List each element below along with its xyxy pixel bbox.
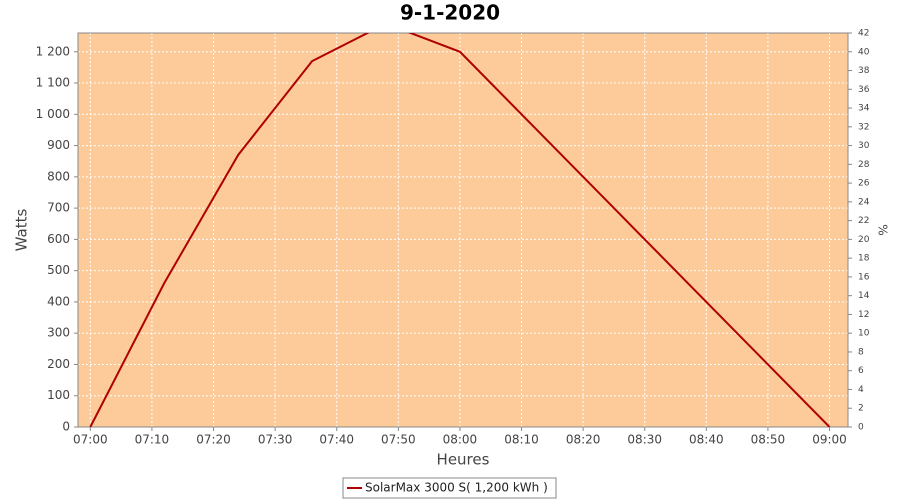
y-tick-label: 600	[47, 232, 70, 246]
plot-border	[77, 32, 849, 428]
y2-tick-label: 20	[858, 235, 870, 245]
x-tick-label: 07:40	[319, 433, 354, 447]
y-tick-label: 700	[47, 201, 70, 215]
y-tick-label: 800	[47, 169, 70, 183]
y2-tick-label: 16	[858, 272, 870, 282]
x-tick-label: 08:50	[751, 433, 786, 447]
y2-tick-label: 4	[858, 385, 864, 395]
x-axis-label: Heures	[437, 451, 490, 469]
legend	[342, 477, 557, 499]
series-line	[89, 33, 831, 427]
y-tick-label: 200	[47, 357, 70, 371]
y-tick-label: 500	[47, 263, 70, 277]
y2-tick-label: 8	[858, 347, 864, 357]
y2-tick-label: 2	[858, 404, 864, 414]
y2-tick-label: 30	[858, 141, 870, 151]
y2-tick-label: 6	[858, 366, 864, 376]
x-tick-label: 08:40	[689, 433, 724, 447]
y2-tick-label: 22	[858, 216, 869, 226]
x-tick-label: 07:10	[135, 433, 170, 447]
y-tick-label: 0	[62, 420, 70, 434]
y2-tick-label: 12	[858, 310, 869, 320]
x-tick-label: 08:00	[443, 433, 478, 447]
y2-tick-label: 32	[858, 122, 869, 132]
y2-tick-label: 26	[858, 179, 870, 189]
plot-area	[78, 33, 848, 427]
y2-tick-label: 14	[858, 291, 870, 301]
x-tick-label: 08:30	[627, 433, 662, 447]
y2-tick-label: 36	[858, 85, 870, 95]
y-tick-label: 400	[47, 294, 70, 308]
x-tick-label: 07:50	[381, 433, 416, 447]
legend-label: SolarMax 3000 S( 1,200 kWh )	[365, 481, 548, 495]
chart-title: 9-1-2020	[400, 1, 500, 25]
y2-tick-label: 40	[858, 47, 870, 57]
y-tick-label: 300	[47, 326, 70, 340]
y-tick-label: 1 200	[36, 44, 70, 58]
y2-tick-label: 24	[858, 197, 870, 207]
y2-tick-label: 34	[858, 104, 870, 114]
x-tick-label: 07:20	[196, 433, 231, 447]
y2-tick-label: 18	[858, 254, 870, 264]
x-tick-label: 07:00	[73, 433, 108, 447]
y-tick-label: 100	[47, 388, 70, 402]
x-tick-label: 07:30	[258, 433, 293, 447]
y-tick-label: 1 000	[36, 107, 70, 121]
y2-tick-label: 38	[858, 66, 870, 76]
x-tick-label: 08:20	[566, 433, 601, 447]
y2-axis-label: %	[876, 224, 890, 235]
y-tick-label: 900	[47, 138, 70, 152]
y-tick-label: 1 100	[36, 76, 70, 90]
y2-tick-label: 0	[858, 423, 864, 433]
y2-tick-label: 42	[858, 29, 869, 39]
y2-tick-label: 28	[858, 160, 870, 170]
y-axis-label: Watts	[13, 209, 31, 252]
x-tick-label: 09:00	[812, 433, 847, 447]
y2-tick-label: 10	[858, 329, 870, 339]
x-tick-label: 08:10	[504, 433, 539, 447]
